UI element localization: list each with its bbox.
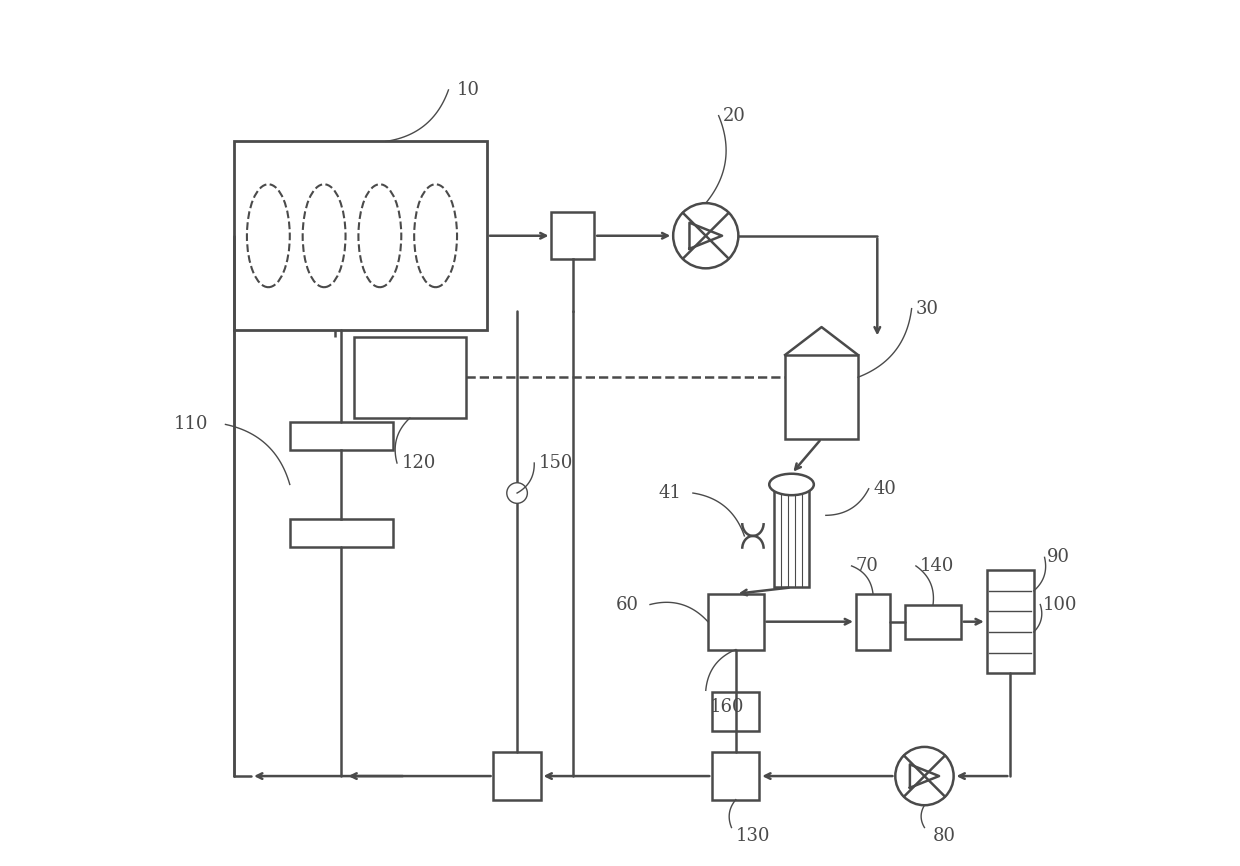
Bar — [856, 594, 890, 650]
Bar — [290, 422, 393, 450]
Bar — [987, 570, 1034, 673]
Bar — [712, 753, 759, 799]
Bar — [905, 604, 961, 639]
Text: 80: 80 — [932, 827, 956, 845]
Circle shape — [673, 204, 738, 268]
Text: 160: 160 — [711, 699, 744, 716]
Text: 41: 41 — [658, 484, 682, 502]
Bar — [494, 753, 541, 799]
Ellipse shape — [414, 184, 458, 288]
Text: 30: 30 — [916, 300, 939, 318]
Ellipse shape — [247, 184, 290, 288]
Text: 40: 40 — [873, 480, 895, 498]
Bar — [355, 337, 465, 418]
Text: 140: 140 — [920, 557, 955, 575]
Bar — [785, 355, 858, 438]
Text: 10: 10 — [458, 81, 480, 99]
Text: 120: 120 — [402, 454, 435, 472]
Bar — [774, 484, 808, 587]
Text: 100: 100 — [1043, 596, 1078, 613]
Ellipse shape — [358, 184, 402, 288]
Text: 90: 90 — [1047, 548, 1070, 566]
Bar — [708, 594, 764, 650]
Text: 150: 150 — [538, 454, 573, 472]
Text: 20: 20 — [723, 107, 745, 125]
Circle shape — [507, 482, 527, 503]
Text: 60: 60 — [616, 596, 639, 613]
Ellipse shape — [769, 474, 813, 495]
Text: 130: 130 — [735, 827, 770, 845]
Bar — [234, 141, 487, 330]
Text: 70: 70 — [856, 557, 879, 575]
Bar — [712, 693, 759, 731]
Text: 110: 110 — [174, 416, 208, 433]
Bar — [290, 519, 393, 547]
Bar — [552, 212, 594, 259]
Circle shape — [895, 746, 954, 805]
Ellipse shape — [303, 184, 346, 288]
